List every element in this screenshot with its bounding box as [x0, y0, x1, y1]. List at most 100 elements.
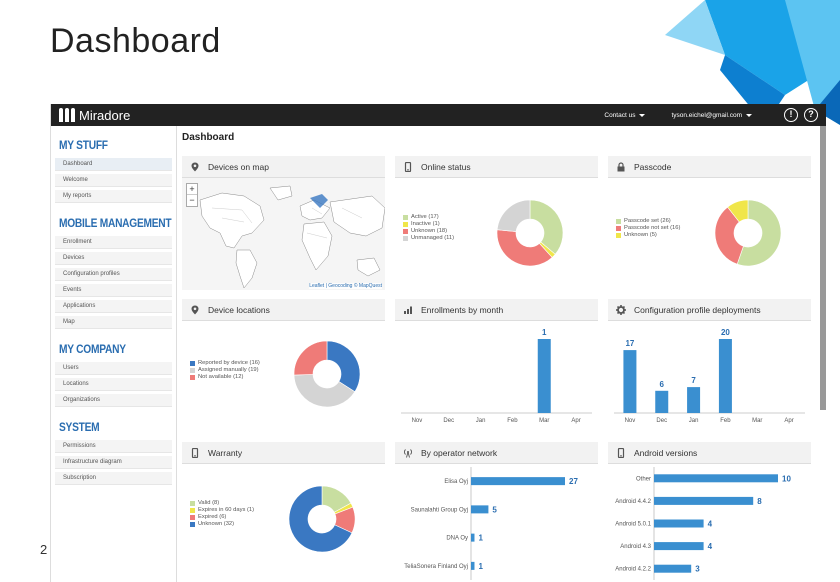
bar-value-label: 4	[708, 520, 713, 529]
contact-menu[interactable]: Contact us	[604, 112, 646, 119]
sidebar-item-users[interactable]: Users	[55, 362, 172, 375]
x-tick-label: Dec	[656, 418, 667, 424]
bar-android-5-0-1[interactable]	[654, 519, 704, 528]
alert-icon[interactable]: !	[784, 108, 798, 122]
donut-slice-unknown[interactable]	[496, 229, 553, 267]
donut-slice-not-available[interactable]	[293, 340, 328, 376]
sidebar-item-my-reports[interactable]: My reports	[55, 190, 172, 203]
legend-item: Passcode not set (16)	[616, 225, 680, 232]
main-content: Dashboard Devices on map	[177, 126, 826, 582]
bar-value-label: 27	[569, 477, 578, 486]
section-mobile-management: MOBILE MANAGEMENT	[59, 216, 172, 230]
sidebar-item-events[interactable]: Events	[55, 284, 172, 297]
bar-dec[interactable]	[655, 390, 669, 413]
sidebar-item-map[interactable]: Map	[55, 316, 172, 329]
widget-passcode: Passcode Passcode set (26) Passcode not …	[608, 156, 811, 292]
device-locations-donut	[293, 340, 361, 408]
top-bar: Miradore Contact us tyson.eichel@gmail.c…	[51, 104, 826, 126]
sidebar-item-subscription[interactable]: Subscription	[55, 472, 172, 485]
leaflet-link[interactable]: Leaflet	[309, 283, 325, 289]
donut-slice-passcode-not-set[interactable]	[714, 206, 744, 265]
brand-logo[interactable]: Miradore	[59, 108, 130, 123]
lock-icon	[617, 161, 625, 171]
y-tick-label: Android 4.2.2	[615, 567, 651, 573]
widget-header: Configuration profile deployments	[608, 299, 811, 321]
bar-elisa-oyj[interactable]	[471, 477, 565, 486]
bar-value-label: 10	[782, 474, 791, 483]
miradore-app: Miradore Contact us tyson.eichel@gmail.c…	[50, 104, 826, 582]
signal-tower-icon	[404, 448, 412, 458]
x-tick-label: Nov	[625, 418, 636, 424]
bar-value-label: 8	[757, 497, 762, 506]
bar-other[interactable]	[654, 474, 778, 483]
world-map[interactable]: + − Leaflet | Geocoding © MapQuest	[182, 178, 385, 290]
map-attribution: Leaflet | Geocoding © MapQuest	[309, 283, 382, 289]
widget-header: By operator network	[395, 442, 598, 464]
widget-title: Device locations	[208, 304, 270, 315]
bar-value-label: 3	[695, 565, 700, 574]
widget-online-status: Online status Active (17) Inactive (1) U…	[395, 156, 598, 292]
operator-network-chart: 27 Elisa Oyj 5 Saunalahti Group Oyj 1 DNA Oy 1…	[404, 467, 578, 580]
widget-devices-on-map: Devices on map	[182, 156, 385, 292]
donut-slice-active[interactable]	[529, 199, 564, 255]
y-tick-label: Android 5.0.1	[615, 522, 651, 528]
sidebar-item-devices[interactable]: Devices	[55, 252, 172, 265]
scrollbar[interactable]	[820, 126, 826, 410]
donut-slice-assigned-manually[interactable]	[293, 374, 356, 408]
widget-title: Android versions	[634, 447, 698, 458]
sidebar-item-welcome[interactable]: Welcome	[55, 174, 172, 187]
bar-feb[interactable]	[718, 339, 732, 413]
sidebar-item-organizations[interactable]: Organizations	[55, 394, 172, 407]
x-tick-label: Nov	[412, 418, 423, 424]
section-my-stuff: MY STUFF	[59, 138, 108, 152]
donut-slice-reported-by-device[interactable]	[326, 340, 361, 393]
map-marker-icon	[191, 162, 199, 171]
donut-slice-unknown[interactable]	[727, 199, 749, 223]
widget-header: Online status	[395, 156, 598, 178]
widget-header: Warranty	[182, 442, 385, 464]
donut-slice-unknown[interactable]	[288, 485, 353, 553]
logo-icon	[59, 108, 75, 122]
sidebar-item-applications[interactable]: Applications	[55, 300, 172, 313]
bar-nov[interactable]	[623, 350, 637, 413]
android-versions-chart: 10 Other 8 Android 4.4.2 4 Android 5.0.1 4 Andr…	[615, 467, 791, 580]
y-tick-label: Android 4.4.2	[615, 499, 651, 505]
sidebar-item-enrollment[interactable]: Enrollment	[55, 236, 172, 249]
widget-configuration-profile-deployments: Configuration profile deployments 17 Nov 6…	[608, 299, 811, 435]
sidebar-item-permissions[interactable]: Permissions	[55, 440, 172, 453]
sidebar-item-locations[interactable]: Locations	[55, 378, 172, 391]
legend-item: Unknown (5)	[616, 232, 680, 239]
y-tick-label: Android 4.3	[620, 544, 651, 550]
bar-value-label: 4	[708, 542, 713, 551]
sidebar-item-configuration-profiles[interactable]: Configuration profiles	[55, 268, 172, 281]
bar-value-label: 7	[691, 376, 696, 385]
bar-dna-oy[interactable]	[471, 533, 475, 542]
bar-teliasonera-finland-oyj[interactable]	[471, 561, 475, 570]
legend-item: Expired (6)	[190, 514, 254, 521]
legend-item: Reported by device (16)	[190, 360, 260, 367]
y-tick-label: Elisa Oyj	[444, 479, 468, 485]
donut-slice-unmanaged[interactable]	[496, 199, 531, 232]
user-menu[interactable]: tyson.eichel@gmail.com	[671, 112, 752, 119]
bar-jan[interactable]	[687, 387, 701, 413]
legend: Passcode set (26) Passcode not set (16) …	[616, 218, 680, 239]
bar-saunalahti-group-oyj[interactable]	[471, 505, 489, 514]
bar-value-label: 1	[478, 534, 483, 543]
widget-header: Android versions	[608, 442, 811, 464]
legend-item: Unknown (32)	[190, 521, 254, 528]
chevron-down-icon	[639, 113, 646, 117]
bar-android-4-3[interactable]	[654, 542, 704, 551]
x-tick-label: Mar	[539, 418, 549, 424]
zoom-in-button[interactable]: +	[187, 184, 197, 195]
sidebar-item-infrastructure-diagram[interactable]: Infrastructure diagram	[55, 456, 172, 469]
passcode-donut	[714, 199, 782, 267]
bar-android-4-4-2[interactable]	[654, 496, 754, 505]
help-icon[interactable]: ?	[804, 108, 818, 122]
mobile-phone-icon	[617, 447, 625, 458]
bar-android-4-2-2[interactable]	[654, 564, 692, 573]
sidebar-item-dashboard[interactable]: Dashboard	[55, 158, 172, 171]
mobile-phone-icon	[404, 161, 412, 172]
zoom-out-button[interactable]: −	[189, 195, 195, 205]
warranty-donut	[288, 485, 356, 553]
bar-mar[interactable]	[537, 339, 551, 413]
